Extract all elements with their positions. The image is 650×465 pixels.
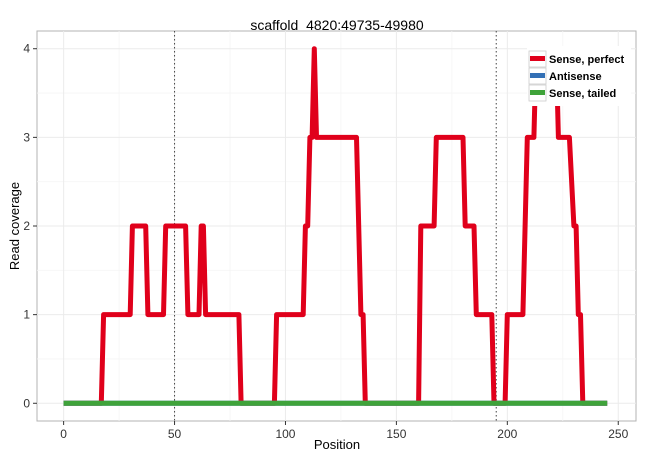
axes: 0 50 100 150 200 250 0 1 2 3 4 [23, 42, 628, 441]
x-tick-label: 50 [168, 427, 182, 441]
x-tick-label: 150 [386, 427, 406, 441]
legend-swatch [530, 56, 545, 61]
chart-title: scaffold_4820:49735-49980 [250, 17, 424, 33]
legend-label: Antisense [549, 71, 602, 83]
y-tick-label: 1 [23, 308, 30, 322]
legend-label: Sense, tailed [549, 88, 616, 100]
x-tick-label: 100 [275, 427, 295, 441]
y-axis-label: Read coverage [7, 182, 22, 270]
legend: Sense, perfect Antisense Sense, tailed [527, 46, 631, 106]
legend-label: Sense, perfect [549, 54, 625, 66]
reference-lines [174, 31, 497, 421]
x-tick-label: 0 [60, 427, 67, 441]
y-tick-label: 0 [23, 396, 30, 410]
legend-swatch [530, 73, 545, 78]
x-tick-label: 200 [497, 427, 517, 441]
y-tick-label: 3 [23, 130, 30, 144]
x-tick-label: 250 [608, 427, 628, 441]
y-tick-label: 4 [23, 42, 30, 56]
y-tick-label: 2 [23, 219, 30, 233]
x-axis-label: Position [314, 437, 360, 452]
legend-swatch [530, 90, 545, 95]
